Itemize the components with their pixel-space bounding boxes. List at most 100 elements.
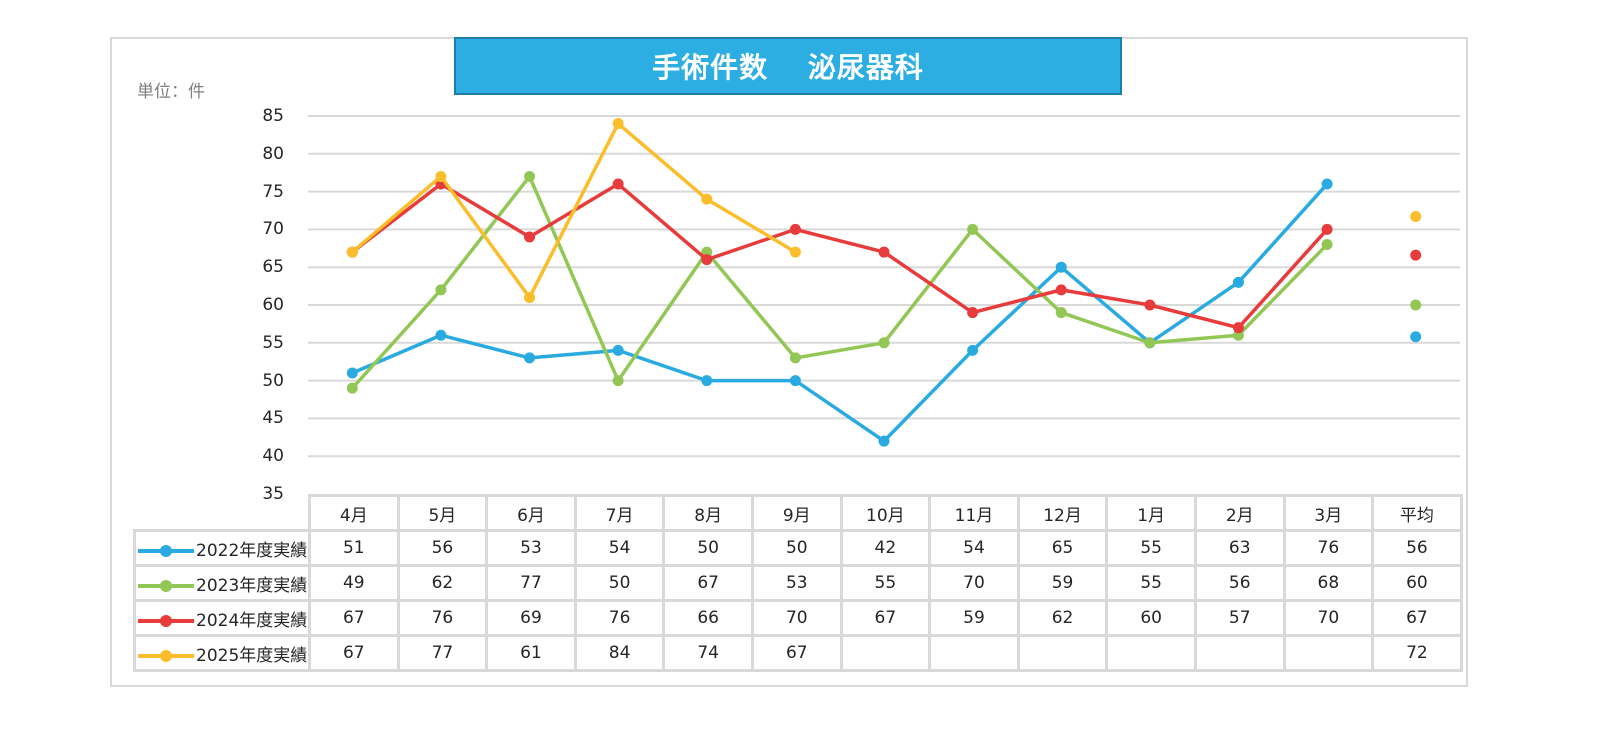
y-tick-label: 75 (262, 181, 284, 202)
value-cell: 66 (662, 599, 754, 637)
data-point-marker (435, 284, 447, 296)
data-point-marker (1144, 299, 1156, 311)
data-point-marker (612, 344, 624, 356)
data-point-marker (701, 193, 713, 205)
average-cell: 67 (1371, 599, 1463, 637)
value-cell: 65 (1016, 529, 1109, 567)
series-name: 2022年度実績 (196, 540, 308, 561)
data-table: 4月 5月 6月 7月 8月 9月 10月 11月 12月 1月 2月 3月 平均 2022年度実績 51 5… (133, 494, 1463, 672)
value-cell: 67 (308, 634, 400, 672)
column-header: 12月 (1016, 494, 1109, 532)
data-point-marker (878, 337, 890, 349)
value-cell (1016, 634, 1109, 672)
value-cell: 68 (1282, 564, 1375, 602)
legend-line-marker-icon (138, 544, 194, 558)
data-point-marker (1055, 284, 1067, 296)
average-cell: 60 (1371, 564, 1463, 602)
value-cell (1193, 634, 1286, 672)
value-cell: 70 (928, 564, 1020, 602)
column-header: 5月 (396, 494, 489, 532)
series-name: 2023年度実績 (196, 575, 308, 596)
value-cell: 69 (485, 599, 577, 637)
value-cell (928, 634, 1020, 672)
column-header: 11月 (928, 494, 1020, 532)
value-cell: 67 (662, 564, 754, 602)
data-point-marker (967, 344, 979, 356)
data-point-marker (789, 352, 801, 364)
y-tick-label: 35 (262, 484, 284, 504)
value-cell: 55 (839, 564, 932, 602)
average-marker (1410, 299, 1422, 311)
value-cell (839, 634, 932, 672)
value-cell: 62 (1016, 599, 1109, 637)
data-point-marker (1321, 223, 1333, 235)
data-point-marker (524, 291, 536, 303)
value-cell: 77 (396, 634, 489, 672)
series-name: 2024年度実績 (196, 610, 308, 631)
value-cell: 55 (1105, 529, 1197, 567)
series-legend-label: 2025年度実績 (133, 634, 311, 672)
value-cell: 76 (573, 599, 666, 637)
average-marker (1410, 331, 1422, 343)
data-point-marker (524, 231, 536, 243)
average-marker (1410, 211, 1422, 223)
column-header: 4月 (308, 494, 400, 532)
y-tick-label: 60 (262, 295, 284, 315)
data-point-marker (612, 178, 624, 190)
value-cell: 70 (1282, 599, 1375, 637)
legend-line-marker-icon (138, 614, 194, 628)
table-corner (135, 496, 310, 531)
data-point-marker (701, 375, 713, 387)
value-cell: 76 (396, 599, 489, 637)
column-header: 1月 (1105, 494, 1197, 532)
column-header: 3月 (1282, 494, 1375, 532)
unit-label: 単位：件 (137, 82, 205, 102)
column-header: 平均 (1371, 494, 1463, 532)
value-cell (1282, 634, 1375, 672)
data-point-marker (524, 170, 536, 182)
column-header: 7月 (573, 494, 666, 532)
value-cell: 49 (308, 564, 400, 602)
chart-title-banner: 手術件数 泌尿器科 (454, 37, 1122, 95)
series-line (351, 182, 1329, 330)
y-tick-label: 45 (262, 408, 284, 429)
value-cell: 57 (1193, 599, 1286, 637)
y-tick-label: 70 (262, 219, 284, 240)
data-point-marker (524, 352, 536, 364)
column-header: 9月 (750, 494, 843, 532)
table-row: 2022年度実績 51 56 53 54 50 50 42 54 65 55 63 76 56 (133, 529, 1463, 567)
data-point-marker (789, 246, 801, 258)
value-cell: 51 (308, 529, 400, 567)
value-cell: 84 (573, 634, 666, 672)
data-point-marker (789, 375, 801, 387)
value-cell: 63 (1193, 529, 1286, 567)
value-cell: 42 (839, 529, 932, 567)
average-marker (1410, 249, 1422, 261)
data-point-marker (789, 223, 801, 235)
value-cell: 61 (485, 634, 577, 672)
series-legend-label: 2024年度実績 (133, 599, 311, 637)
data-point-marker (967, 223, 979, 235)
value-cell: 60 (1105, 599, 1197, 637)
series-line (351, 182, 1329, 443)
value-cell: 54 (573, 529, 666, 567)
value-cell: 59 (1016, 564, 1109, 602)
y-tick-label: 40 (262, 446, 284, 467)
value-cell: 53 (750, 564, 843, 602)
value-cell: 77 (485, 564, 577, 602)
value-cell: 50 (662, 529, 754, 567)
y-tick-label: 55 (262, 332, 284, 353)
data-point-marker (878, 246, 890, 258)
data-point-marker (701, 254, 713, 266)
data-point-marker (346, 382, 358, 394)
data-point-marker (612, 375, 624, 387)
value-cell: 53 (485, 529, 577, 567)
table-row: 2024年度実績 67 76 69 76 66 70 67 59 62 60 57 70 67 (133, 599, 1463, 637)
average-cell: 72 (1371, 634, 1463, 672)
column-header: 2月 (1193, 494, 1286, 532)
value-cell: 59 (928, 599, 1020, 637)
value-cell: 70 (750, 599, 843, 637)
data-point-marker (1232, 322, 1244, 334)
value-cell: 62 (396, 564, 489, 602)
